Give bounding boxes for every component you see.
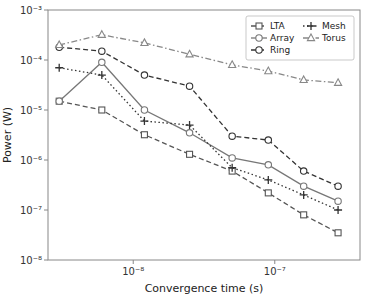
data-point	[56, 41, 63, 48]
data-point	[265, 67, 272, 74]
plot-frame	[48, 10, 360, 260]
legend-label: Torus	[321, 33, 346, 43]
data-point	[141, 107, 147, 113]
series-line	[59, 101, 338, 233]
data-point	[141, 132, 147, 138]
data-point	[99, 107, 105, 113]
y-axis-label: Power (W)	[1, 107, 14, 163]
x-axis-label: Convergence time (s)	[145, 282, 264, 295]
data-point	[229, 133, 235, 139]
y-tick-label: 10⁻⁴	[20, 55, 42, 66]
data-point	[301, 212, 307, 218]
legend-marker	[256, 35, 262, 41]
data-point	[186, 130, 192, 136]
y-tick	[44, 160, 48, 161]
chart: 10⁻⁸ 10⁻⁷ 10⁻⁸ 10⁻⁷ 10⁻⁶ 10⁻⁵ 10⁻⁴ 10⁻³ Converge…	[0, 0, 370, 298]
data-point	[56, 98, 62, 104]
data-point	[300, 183, 306, 189]
y-tick-label: 10⁻⁵	[20, 105, 42, 116]
legend-marker	[307, 34, 314, 41]
y-tick	[44, 260, 48, 261]
series-line	[59, 68, 338, 210]
legend: LTA Array Ring Mesh Torus	[246, 16, 354, 60]
data-point	[334, 79, 341, 86]
data-point	[98, 31, 105, 38]
data-point	[99, 48, 105, 54]
data-point	[186, 50, 193, 57]
x-tick	[274, 260, 275, 264]
data-point	[300, 191, 308, 199]
data-point	[99, 59, 105, 65]
data-point	[265, 137, 271, 143]
data-point	[264, 176, 272, 184]
series-line	[59, 62, 338, 201]
data-point	[335, 230, 341, 236]
y-tick-label: 10⁻⁶	[20, 155, 42, 166]
data-point	[98, 71, 106, 79]
data-point	[187, 151, 193, 157]
x-tick-label: 10⁻⁷	[264, 266, 286, 277]
y-tick	[44, 60, 48, 61]
x-tick	[133, 260, 134, 264]
data-point	[300, 168, 306, 174]
legend-box	[246, 16, 354, 60]
data-point	[56, 98, 62, 104]
data-point	[186, 83, 192, 89]
data-point	[335, 183, 341, 189]
y-tick-label: 10⁻⁸	[20, 255, 42, 266]
y-tick-label: 10⁻⁷	[20, 205, 42, 216]
data-point	[334, 206, 342, 214]
data-point	[141, 72, 147, 78]
data-point	[140, 117, 148, 125]
legend-marker	[256, 47, 262, 53]
legend-marker	[256, 23, 262, 29]
data-point	[265, 162, 271, 168]
legend-label: Ring	[270, 45, 290, 55]
data-point	[229, 61, 236, 68]
data-point	[141, 39, 148, 46]
legend-label: Array	[270, 33, 295, 43]
legend-marker	[307, 22, 315, 30]
data-point	[55, 64, 63, 72]
background	[0, 0, 370, 298]
y-tick	[44, 10, 48, 11]
data-point	[335, 198, 341, 204]
data-point	[186, 121, 194, 129]
data-area	[55, 31, 342, 236]
legend-label: LTA	[270, 21, 286, 31]
x-tick-label: 10⁻⁸	[122, 266, 144, 277]
legend-label: Mesh	[322, 21, 346, 31]
data-point	[229, 155, 235, 161]
data-point	[265, 190, 271, 196]
y-tick	[44, 210, 48, 211]
data-point	[300, 76, 307, 83]
y-tick	[44, 110, 48, 111]
series-line	[59, 47, 338, 186]
y-tick-label: 10⁻³	[20, 5, 42, 16]
data-point	[228, 164, 236, 172]
